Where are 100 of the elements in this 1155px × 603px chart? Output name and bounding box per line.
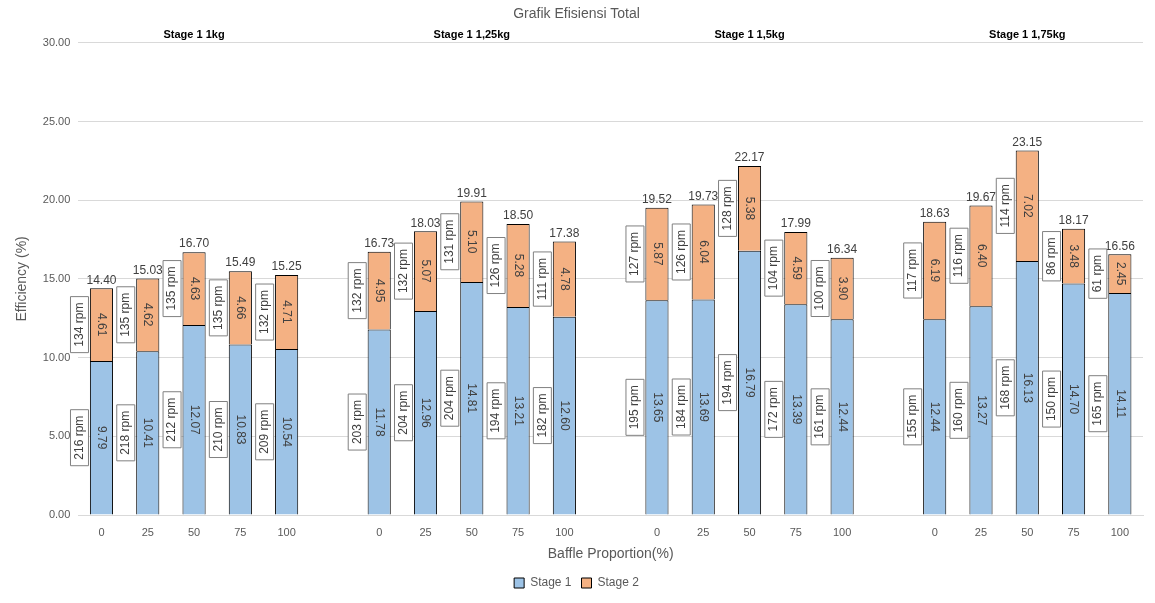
annotation: 184 rpm [673, 384, 688, 430]
annotation: 210 rpm [210, 407, 225, 452]
data-label: 14.11 [1113, 389, 1128, 419]
total-label: 16.70 [179, 236, 210, 251]
text: Stage 1 1,5kg [714, 28, 785, 41]
data-label: 4.62 [141, 303, 156, 327]
data-label: 5.07 [419, 259, 434, 284]
data-label: 13.69 [696, 391, 711, 423]
annotation: 132 rpm [349, 268, 364, 313]
y-tick-label: 10.00 [42, 350, 71, 363]
text: Stage 1 1kg [163, 28, 225, 41]
total-label: 18.03 [410, 215, 441, 230]
data-label: 4.63 [187, 276, 202, 301]
annotation: 132 rpm [256, 290, 271, 335]
data-label: 14.70 [1067, 384, 1082, 415]
annotation: 203 rpm [349, 400, 364, 445]
x-tick-label: 50 [1021, 525, 1034, 538]
x-tick-label: 0 [653, 525, 661, 538]
data-label: 12.60 [558, 400, 573, 431]
data-label: 13.65 [650, 392, 665, 423]
annotation: 61 rpm [1090, 254, 1105, 293]
total-label: 16.73 [364, 235, 395, 250]
data-label: 14.81 [465, 383, 480, 414]
total-label: 23.15 [1012, 134, 1043, 149]
data-label: 4.71 [280, 300, 295, 325]
y-tick-label: 15.00 [42, 271, 71, 284]
annotation: 131 rpm [442, 219, 457, 264]
data-label: 9.79 [95, 426, 110, 450]
annotation: 128 rpm [719, 186, 734, 231]
data-label: 3.48 [1067, 244, 1082, 269]
text: Stage 1 1,25kg [433, 28, 511, 41]
annotation: 150 rpm [1043, 377, 1058, 422]
x-tick-label: 75 [1067, 525, 1080, 538]
data-label: 6.40 [974, 244, 989, 268]
annotation: 161 rpm [812, 394, 827, 439]
data-label: 12.07 [187, 404, 202, 436]
total-label: 17.38 [549, 225, 580, 240]
total-label: 16.34 [827, 242, 858, 257]
annotation: 116 rpm [951, 234, 966, 278]
total-label: 15.03 [132, 262, 164, 277]
text: Stage 1 1,75kg [989, 28, 1066, 41]
y-tick-label: 5.00 [48, 429, 71, 442]
annotation: 218 rpm [118, 410, 133, 455]
annotation: 182 rpm [534, 393, 549, 438]
legend-label: Stage 1 [530, 575, 572, 590]
annotation: 194 rpm [488, 388, 503, 433]
data-label: 3.90 [835, 276, 850, 301]
data-label: 12.44 [928, 401, 943, 433]
data-label: 4.61 [95, 312, 110, 337]
annotation: 135 rpm [164, 266, 179, 311]
x-tick-label: 50 [465, 525, 478, 538]
annotation: 114 rpm [997, 184, 1012, 228]
x-tick-label: 25 [974, 525, 988, 538]
total-label: 22.17 [734, 150, 765, 165]
data-label: 5.28 [511, 253, 526, 278]
total-label: 15.49 [225, 255, 256, 270]
annotation: 135 rpm [210, 285, 225, 330]
x-tick-label: 100 [1110, 525, 1130, 538]
x-tick-label: 25 [419, 525, 432, 538]
annotation: 209 rpm [256, 409, 271, 454]
data-label: 4.95 [372, 278, 387, 303]
data-label: 7.02 [1020, 194, 1035, 218]
data-label: 13.39 [789, 394, 804, 425]
total-label: 18.50 [503, 208, 534, 223]
x-axis-title: Baffle Proportion(%) [547, 545, 674, 562]
total-label: 18.17 [1058, 213, 1089, 228]
annotation: 126 rpm [673, 229, 688, 274]
x-tick-label: 75 [511, 525, 525, 538]
annotation: 195 rpm [627, 385, 642, 430]
data-label: 5.38 [743, 196, 758, 221]
y-tick-label: 0.00 [48, 508, 71, 521]
x-tick-label: 50 [743, 525, 756, 538]
x-tick-label: 0 [376, 525, 383, 538]
x-tick-label: 0 [98, 525, 105, 538]
annotation: 160 rpm [951, 388, 966, 433]
annotation: 127 rpm [627, 231, 642, 276]
chart-title: Grafik Efisiensi Total [513, 5, 640, 22]
annotation: 117 rpm [905, 248, 920, 293]
x-tick-label: 100 [555, 525, 574, 538]
annotation: 111 rpm [534, 257, 549, 301]
y-tick-label: 30.00 [42, 35, 71, 48]
total-label: 19.67 [965, 189, 997, 204]
x-tick-label: 50 [187, 525, 201, 538]
data-label: 5.87 [650, 242, 665, 266]
data-label: 10.54 [280, 416, 295, 448]
data-label: 13.27 [974, 395, 989, 426]
data-label: 12.96 [419, 397, 434, 429]
data-label: 4.59 [789, 256, 804, 281]
y-tick-label: 25.00 [42, 114, 71, 127]
data-label: 2.45 [1113, 261, 1128, 286]
total-label: 17.99 [780, 216, 812, 231]
annotation: 172 rpm [766, 387, 781, 432]
annotation: 204 rpm [395, 390, 410, 435]
annotation: 104 rpm [766, 246, 781, 291]
data-label: 13.21 [511, 395, 526, 427]
x-tick-label: 100 [277, 525, 296, 538]
data-label: 12.44 [835, 401, 850, 433]
total-label: 19.91 [456, 185, 488, 200]
total-label: 16.56 [1104, 238, 1136, 253]
annotation: 132 rpm [395, 249, 410, 294]
